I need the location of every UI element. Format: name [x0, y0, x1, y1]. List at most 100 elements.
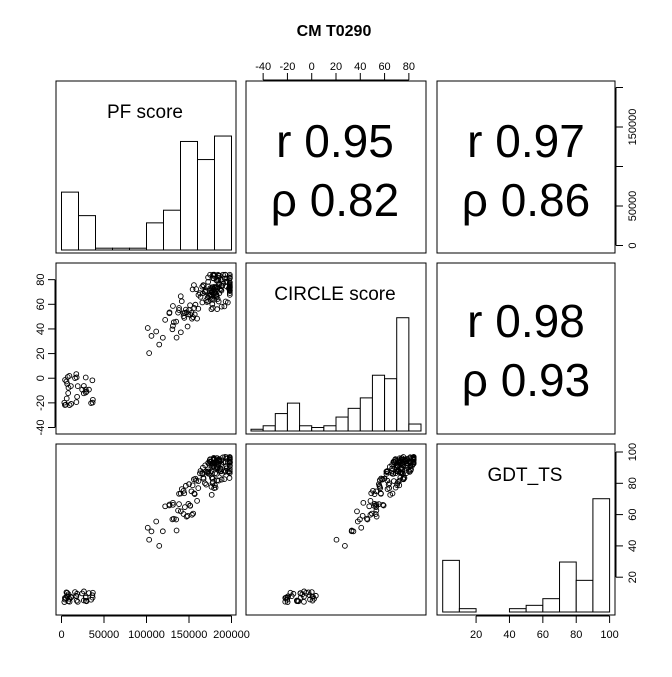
scatter-point-pf-circle-187: [226, 280, 233, 286]
y-tick-label-circle-60: 60: [35, 298, 47, 310]
scatter-point-pf-circle-177: [205, 279, 212, 285]
scatter-point-pf-gdt-156: [223, 463, 230, 469]
hist-bar-gdt-1: [458, 608, 477, 613]
scatter-point-circle-gdt-88: [378, 490, 384, 497]
hist-bar-pf-0: [61, 191, 79, 251]
scatter-point-pf-gdt-44: [189, 511, 195, 518]
scatter-point-pf-gdt-93: [212, 484, 219, 491]
y-tick-label-gdt-40: 40: [627, 540, 639, 552]
scatter-point-circle-gdt-189: [397, 465, 403, 472]
x-tick-label-gdt-40: 40: [503, 629, 515, 641]
scatter-point-circle-gdt-83: [385, 481, 392, 488]
scatter-point-circle-gdt-178: [400, 470, 406, 477]
scatter-point-pf-circle-22: [64, 374, 71, 380]
hist-bar-pf-1: [78, 215, 96, 251]
scatter-point-circle-gdt-50: [367, 498, 374, 504]
top-tick-label-circle--20: -20: [279, 61, 295, 73]
scatter-point-circle-gdt-46: [373, 507, 380, 514]
scatter-point-circle-gdt-89: [400, 476, 407, 483]
scatter-point-pf-gdt-55: [177, 508, 184, 515]
scatter-point-pf-gdt-180: [220, 459, 227, 466]
x-tick-label-gdt-60: 60: [537, 629, 549, 641]
scatter-point-pf-gdt-135: [226, 462, 233, 469]
scatter-point-pf-gdt-22: [64, 593, 71, 600]
scatter-point-pf-circle-40: [162, 316, 169, 323]
scatter-point-circle-gdt-82: [373, 488, 380, 495]
scatter-point-pf-gdt-36: [173, 527, 180, 534]
scatter-point-pf-circle-61: [191, 305, 198, 311]
scatter-point-pf-gdt-48: [182, 504, 188, 510]
hist-bar-pf-7: [180, 140, 198, 251]
scatter-point-pf-gdt-73: [191, 491, 198, 498]
scatter-point-pf-circle-88: [176, 305, 182, 311]
scatter-point-pf-circle-189: [217, 285, 223, 292]
scatter-point-circle-gdt-41: [372, 511, 379, 517]
scatter-point-circle-gdt-188: [391, 459, 397, 466]
scatter-point-pf-gdt-31: [64, 590, 71, 596]
scatter-point-circle-gdt-91: [376, 481, 382, 488]
scatter-point-pf-gdt-19: [81, 588, 87, 595]
scatter-point-circle-gdt-28: [284, 599, 291, 605]
scatter-point-pf-circle-186: [226, 285, 232, 292]
scatter-point-pf-circle-107: [199, 299, 206, 306]
scatter-point-pf-gdt-170: [208, 468, 215, 474]
scatter-point-pf-circle-183: [213, 291, 220, 298]
scatter-point-pf-circle-74: [218, 303, 225, 310]
hist-bar-circle-3: [286, 402, 301, 432]
hist-bar-circle-11: [384, 378, 398, 432]
scatter-point-pf-gdt-177: [205, 460, 212, 466]
scatter-point-pf-gdt-82: [188, 488, 195, 495]
scatter-point-pf-circle-25: [74, 383, 81, 389]
scatter-point-circle-gdt-33: [333, 536, 340, 543]
scatter-point-pf-circle-32: [159, 334, 166, 341]
scatter-point-pf-gdt-83: [203, 481, 210, 488]
scatter-point-pf-circle-36: [173, 334, 180, 341]
scatter-point-pf-gdt-63: [221, 476, 228, 482]
y-tick-label-circle-40: 40: [35, 323, 47, 335]
scatter-point-pf-gdt-86: [226, 475, 233, 481]
scatter-point-circle-gdt-37: [350, 528, 357, 535]
scatter-point-circle-gdt-94: [395, 479, 401, 485]
scatter-point-pf-gdt-12: [66, 598, 73, 605]
hist-bar-gdt-5: [525, 604, 544, 613]
scatter-point-pf-circle-57: [170, 303, 176, 309]
scatter-point-circle-gdt-180: [402, 459, 408, 466]
scatter-point-pf-gdt-32: [159, 528, 166, 535]
scatter-point-pf-circle-43: [173, 318, 180, 325]
scatter-point-circle-gdt-55: [354, 508, 360, 515]
x-tick-label-pf-200000: 200000: [213, 629, 250, 641]
hist-bar-circle-12: [396, 317, 410, 432]
top-tick-label-circle-60: 60: [378, 61, 390, 73]
x-tick-label-gdt-100: 100: [600, 629, 618, 641]
scatter-point-circle-gdt-31: [303, 590, 309, 596]
scatter-point-pf-circle-28: [61, 399, 68, 406]
scatter-point-pf-gdt-181: [197, 470, 203, 477]
y-tick-label-pf-50000: 50000: [627, 191, 639, 222]
scatter-point-circle-gdt-12: [282, 598, 289, 605]
scatter-point-pf-gdt-90: [180, 487, 187, 494]
scatter-point-pf-gdt-29: [89, 592, 96, 599]
scatter-point-pf-gdt-27: [73, 592, 80, 599]
scatter-point-pf-gdt-67: [189, 482, 196, 489]
hist-bar-circle-2: [274, 413, 288, 432]
scatter-point-pf-gdt-91: [186, 481, 192, 488]
scatter-point-circle-gdt-79: [387, 491, 394, 498]
scatter-point-pf-gdt-52: [166, 501, 173, 508]
scatter-point-pf-circle-27: [73, 371, 80, 377]
scatter-point-circle-gdt-11: [309, 597, 316, 604]
scatter-point-circle-gdt-25: [301, 598, 307, 605]
scatter-point-pf-gdt-43: [173, 516, 180, 523]
scatter-point-pf-circle-29: [89, 377, 96, 384]
scatter-point-circle-gdt-26: [293, 597, 300, 604]
scatter-point-pf-circle-184: [197, 293, 204, 300]
scatter-point-circle-gdt-174: [383, 468, 390, 475]
y-tick-label-circle-20: 20: [35, 347, 47, 359]
scatter-point-circle-gdt-30: [282, 595, 289, 601]
scatter-point-circle-gdt-44: [367, 511, 374, 518]
x-tick-label-gdt-80: 80: [570, 629, 582, 641]
panel-frame-r1c2: [245, 80, 427, 254]
scatter-point-pf-gdt-46: [175, 507, 181, 514]
scatter-point-pf-gdt-185: [211, 457, 217, 463]
scatter-point-pf-gdt-75: [181, 490, 188, 497]
scatter-point-pf-circle-47: [153, 328, 160, 335]
